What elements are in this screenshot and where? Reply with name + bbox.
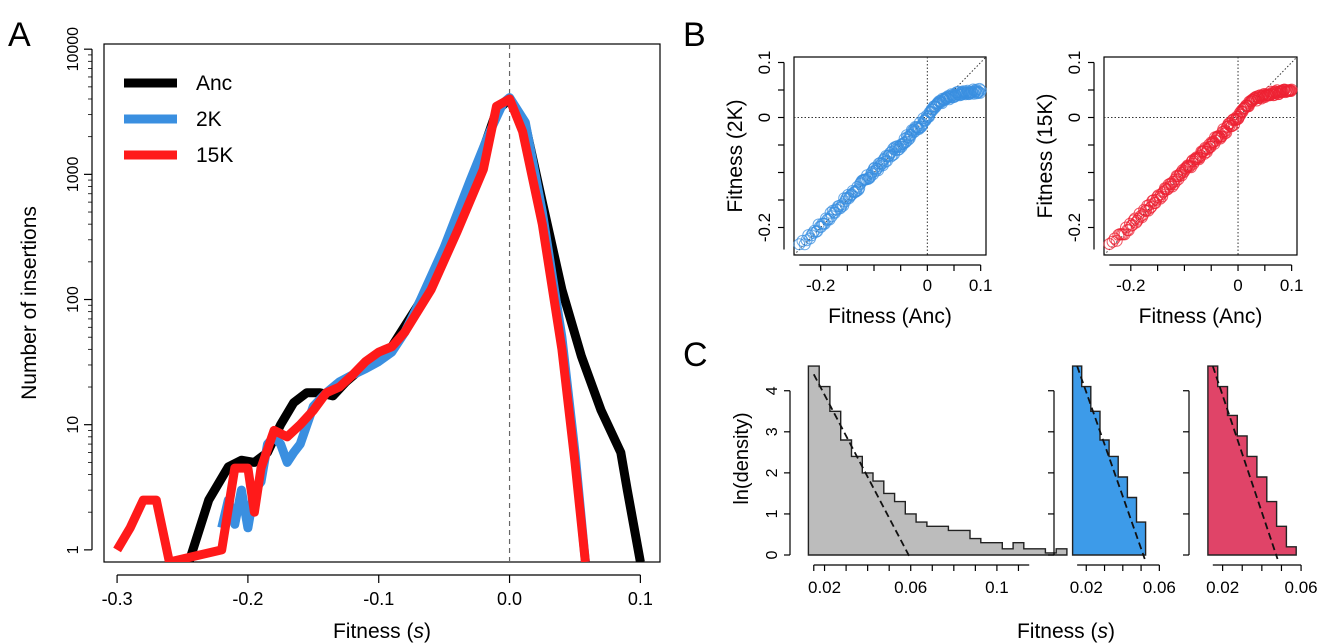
legend-label-anc: Anc — [196, 72, 232, 95]
scatter-point — [793, 238, 806, 251]
x-tick-label: 0.1 — [1280, 276, 1304, 295]
x-axis-title: Fitness (s) — [333, 620, 431, 643]
x-axis-title: Fitness (Anc) — [1139, 305, 1263, 328]
y-tick-label: 0 — [755, 113, 774, 122]
scatter-point — [1285, 83, 1298, 96]
plot-frame — [103, 43, 661, 563]
y-axis-title: Fitness (15K) — [1034, 94, 1057, 219]
y-tick-label: 1 — [764, 509, 781, 518]
fit-line-2k — [1076, 365, 1146, 560]
y-tick-label: 2 — [764, 468, 781, 477]
scatter-point — [1154, 192, 1167, 205]
y-tick-label: -0.2 — [755, 213, 774, 242]
x-tick-label: 0.1 — [985, 578, 1009, 597]
x-tick-label: 0 — [1233, 276, 1242, 295]
panel-label-a: A — [8, 16, 31, 54]
x-axis-title-part2: ) — [1108, 620, 1115, 643]
y-tick-label: 3 — [764, 427, 781, 436]
y-tick-label: 10 — [65, 416, 82, 434]
y-tick-label: 0.1 — [755, 51, 774, 75]
legend-label-2k: 2K — [196, 108, 222, 131]
scatter-point — [973, 82, 986, 95]
y-tick-label: 10000 — [65, 27, 82, 72]
panel-label-c: C — [683, 336, 708, 374]
x-axis-title-italic: s — [1098, 620, 1109, 643]
y-tick-label: -0.2 — [1065, 213, 1084, 242]
x-axis-title-part1: Fitness ( — [333, 620, 414, 643]
x-axis-title-part2: ) — [424, 620, 431, 643]
x-axis-title-part1: Fitness ( — [1017, 620, 1098, 643]
series-line-15k — [113, 94, 590, 562]
x-tick-label: 0.02 — [1070, 578, 1103, 597]
x-tick-label: 0.06 — [894, 578, 927, 597]
y-tick-label: 0 — [1065, 113, 1084, 122]
histogram-anc — [807, 365, 1068, 556]
y-tick-label: 1000 — [65, 156, 82, 192]
panel-label-b: B — [683, 16, 706, 54]
x-tick-label: 0.1 — [628, 589, 653, 609]
x-tick-label: -0.3 — [102, 589, 133, 609]
scatter-point — [1135, 211, 1148, 224]
x-tick-label: 0.02 — [1206, 578, 1239, 597]
x-tick-label: 0 — [923, 276, 932, 295]
fit-line-anc — [812, 373, 912, 560]
scatter-point — [1120, 221, 1132, 234]
legend-label-15k: 15K — [196, 144, 233, 167]
y-axis-title: Number of insertions — [18, 206, 41, 400]
scatter-point — [1110, 234, 1123, 247]
y-axis-title: ln(density) — [731, 412, 753, 504]
x-tick-label: 0.02 — [808, 578, 841, 597]
scatter-point — [1126, 219, 1139, 231]
histogram-15k — [1207, 365, 1297, 556]
panel-b-scatter-2k: -0.2 0 0.1 Fitness (Anc) -0.2 0 0.1 Fitness (2K… — [724, 51, 992, 328]
scatter-point — [974, 84, 987, 97]
y-tick-label: 0 — [764, 550, 781, 559]
x-axis-title-italic: s — [414, 620, 425, 643]
x-tick-label: -0.2 — [806, 276, 835, 295]
histogram-2k — [1071, 365, 1147, 556]
x-tick-label: 0.06 — [1285, 578, 1318, 597]
fit-line-15k — [1211, 365, 1279, 560]
y-tick-label: 100 — [65, 286, 82, 313]
x-tick-label: 0.0 — [497, 589, 522, 609]
plot-frame — [1103, 56, 1298, 256]
plot-frame — [793, 56, 987, 256]
x-tick-label: -0.2 — [232, 589, 263, 609]
x-tick-label: 0.1 — [969, 276, 993, 295]
x-axis-title: Fitness (s) — [1017, 620, 1115, 643]
panel-c-histograms: 0 1 2 3 4 0.02 0.06 0.1 0.02 0.06 0.02 0.06 ln(densi… — [731, 365, 1318, 643]
y-tick-label: 0.1 — [1065, 51, 1084, 75]
y-tick-label: 1 — [65, 545, 82, 554]
x-tick-label: -0.1 — [363, 589, 394, 609]
y-tick-label: 4 — [764, 386, 781, 395]
ref-line-diagonal — [1103, 56, 1298, 256]
x-axis-title: Fitness (Anc) — [828, 305, 952, 328]
x-tick-label: -0.2 — [1116, 276, 1145, 295]
panel-b-scatter-15k: -0.2 0 0.1 Fitness (Anc) -0.2 0 0.1 Fitness (15… — [1034, 51, 1303, 328]
x-tick-label: 0.06 — [1143, 578, 1176, 597]
panel-a-line-chart: -0.3 -0.2 -0.1 0.0 0.1 Fitness (s) 1 10 100 1000 1… — [18, 27, 661, 643]
y-axis-title: Fitness (2K) — [724, 99, 747, 212]
